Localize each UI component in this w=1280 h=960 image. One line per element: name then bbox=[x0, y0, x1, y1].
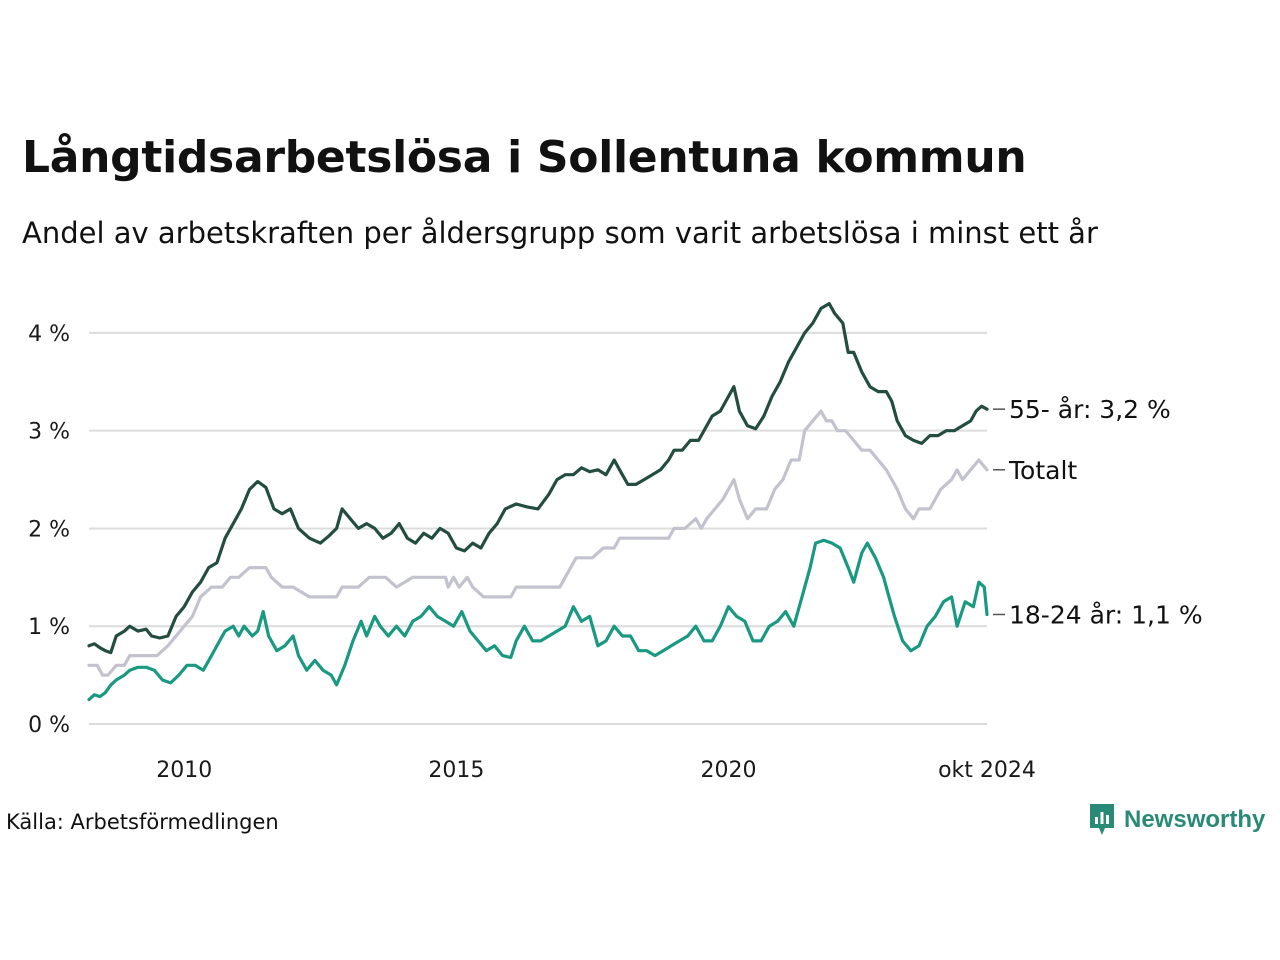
y-axis-ticks: 0 % 1 % 2 % 3 % 4 % bbox=[28, 322, 70, 738]
series-line-1 bbox=[87, 409, 989, 677]
gridlines bbox=[89, 331, 987, 725]
y-tick-label: 3 % bbox=[28, 420, 70, 445]
y-tick-label: 2 % bbox=[28, 517, 70, 542]
series-end-labels: Totalt 55- år: 3,2 % 18-24 år: 1,1 % bbox=[993, 395, 1203, 629]
x-tick-label: 2015 bbox=[428, 758, 484, 783]
series-lines bbox=[87, 302, 989, 702]
y-tick-label: 4 % bbox=[28, 322, 70, 347]
series-end-label: 55- år: 3,2 % bbox=[1009, 395, 1171, 424]
y-tick-label: 0 % bbox=[28, 713, 70, 738]
brand-logo: Newsworthy bbox=[1088, 802, 1265, 838]
chart-subtitle: Andel av arbetskraften per åldersgrupp s… bbox=[22, 216, 1098, 250]
x-axis-ticks: 2010 2015 2020 okt 2024 bbox=[156, 758, 1036, 783]
y-tick-label: 1 % bbox=[28, 615, 70, 640]
line-chart: 0 % 1 % 2 % 3 % 4 % 2010 2015 2020 okt 2024 Tot… bbox=[28, 302, 1203, 783]
series-line-3 bbox=[87, 538, 989, 702]
source-note: Källa: Arbetsförmedlingen bbox=[6, 810, 279, 834]
bar-chart-badge-icon bbox=[1090, 804, 1114, 835]
series-end-label: Totalt bbox=[1008, 456, 1077, 485]
series-line-2 bbox=[87, 302, 989, 655]
series-end-label: 18-24 år: 1,1 % bbox=[1009, 600, 1203, 629]
chart-title: Långtidsarbetslösa i Sollentuna kommun bbox=[22, 132, 1027, 183]
brand-name: Newsworthy bbox=[1124, 806, 1266, 833]
x-tick-label: okt 2024 bbox=[938, 758, 1036, 783]
x-tick-label: 2010 bbox=[156, 758, 212, 783]
x-tick-label: 2020 bbox=[700, 758, 756, 783]
